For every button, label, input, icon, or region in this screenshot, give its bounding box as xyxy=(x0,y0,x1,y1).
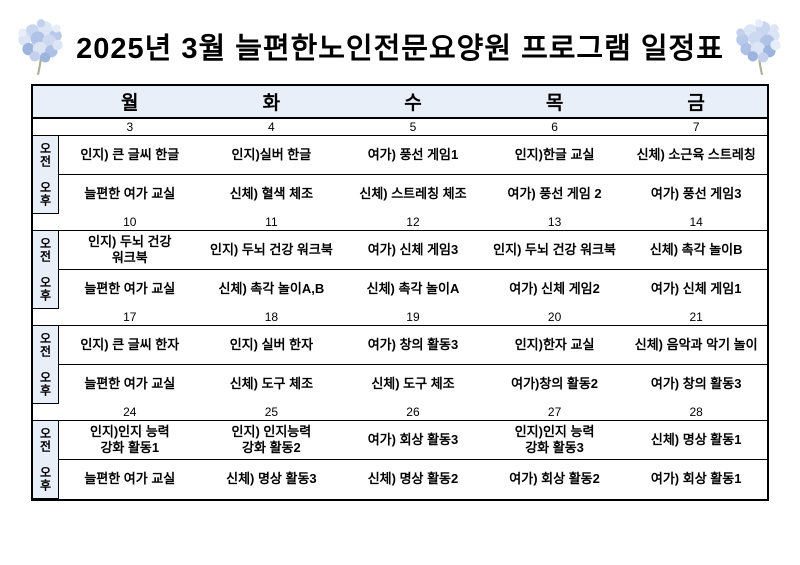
date-cell: 19 xyxy=(406,310,420,324)
header-spacer xyxy=(33,86,59,117)
activity-cell: 여가) 신체 게임2 xyxy=(509,281,600,297)
hydrangea-flower-icon xyxy=(18,19,63,76)
date-row-week2: 10 11 12 13 14 xyxy=(33,214,767,231)
date-cell: 3 xyxy=(126,120,134,134)
row-label-afternoon: 오후 xyxy=(33,365,59,404)
date-spacer xyxy=(33,214,59,230)
row-label-morning: 오전 xyxy=(33,326,59,366)
activity-cell: 늘편한 여가 교실 xyxy=(84,281,176,297)
date-cell: 10 xyxy=(123,215,137,229)
activity-cell: 신체) 촉각 놀이A,B xyxy=(218,281,325,297)
activity-cell: 신체) 도구 체조 xyxy=(229,376,314,392)
date-cell: 24 xyxy=(123,405,137,419)
afternoon-row-week1: 오후 늘편한 여가 교실 신체) 혈색 체조 신체) 스트레칭 체조 여가) 풍… xyxy=(33,175,767,214)
date-row-week1: 3 4 5 6 7 xyxy=(33,119,767,136)
activity-cell: 신체) 촉각 놀이B xyxy=(649,241,743,257)
activity-cell: 인지) 큰 글씨 한자 xyxy=(80,336,180,352)
date-spacer xyxy=(33,119,59,135)
row-label-afternoon: 오후 xyxy=(33,460,59,499)
date-row-week4: 24 25 26 27 28 xyxy=(33,404,767,421)
hydrangea-flower-icon xyxy=(736,19,781,76)
date-cell: 13 xyxy=(547,215,562,229)
morning-row-week1: 오전 인지) 큰 글씨 한글 인지)실버 한글 여가) 풍선 게임1 인지)한글… xyxy=(33,136,767,176)
date-cell: 25 xyxy=(264,405,279,419)
activity-cell: 여가) 풍선 게임 2 xyxy=(507,186,602,202)
weekday-header-thu: 목 xyxy=(545,93,564,114)
schedule-table: 월 화 수 목 금 3 4 5 6 7 오전 인지) 큰 글씨 한글 인지)실버… xyxy=(31,84,769,501)
activity-cell: 여가) 회상 활동1 xyxy=(650,471,742,487)
activity-cell: 늘편한 여가 교실 xyxy=(84,471,176,487)
activity-cell: 여가) 풍선 게임3 xyxy=(650,186,742,202)
activity-cell: 인지)한자 교실 xyxy=(514,336,595,352)
date-cell: 4 xyxy=(268,120,275,134)
morning-row-week4: 오전 인지)인지 능력 강화 활동1 인지) 인지능력 강화 활동2 여가) 회… xyxy=(33,421,767,461)
row-label-afternoon: 오후 xyxy=(33,270,59,309)
date-cell: 12 xyxy=(406,215,420,229)
row-label-afternoon: 오후 xyxy=(33,175,59,214)
activity-cell: 신체) 혈색 체조 xyxy=(229,186,314,202)
date-cell: 18 xyxy=(264,310,279,324)
activity-cell: 인지)한글 교실 xyxy=(514,146,595,162)
weekday-header-mon: 월 xyxy=(121,93,139,114)
activity-cell: 늘편한 여가 교실 xyxy=(84,376,176,392)
row-label-morning: 오전 xyxy=(33,421,59,461)
date-cell: 7 xyxy=(692,120,700,134)
activity-cell: 여가)창의 활동2 xyxy=(511,376,599,392)
date-cell: 6 xyxy=(551,120,558,134)
date-row-week3: 17 18 19 20 21 xyxy=(33,309,767,326)
morning-row-week3: 오전 인지) 큰 글씨 한자 인지) 실버 한자 여가) 창의 활동3 인지)한… xyxy=(33,326,767,366)
morning-row-week2: 오전 인지) 두뇌 건강 워크북 인지) 두뇌 건강 워크북 여가) 신체 게임… xyxy=(33,231,767,271)
activity-cell: 인지)인지 능력 강화 활동3 xyxy=(514,423,595,455)
activity-cell: 인지) 인지능력 강화 활동2 xyxy=(231,423,312,455)
activity-cell: 여가) 창의 활동3 xyxy=(367,336,459,352)
activity-cell: 신체) 명상 활동3 xyxy=(226,471,317,487)
title-bar: 2025년 3월 늘편한노인전문요양원 프로그램 일정표 xyxy=(0,0,800,82)
date-cell: 5 xyxy=(409,120,417,134)
weekday-header-wed: 수 xyxy=(404,93,422,114)
row-label-morning: 오전 xyxy=(33,136,59,176)
activity-cell: 여가) 회상 활동3 xyxy=(367,431,459,447)
activity-cell: 신체) 촉각 놀이A xyxy=(366,281,460,297)
afternoon-row-week2: 오후 늘편한 여가 교실 신체) 촉각 놀이A,B 신체) 촉각 놀이A 여가)… xyxy=(33,270,767,309)
date-cell: 27 xyxy=(547,405,562,419)
date-spacer xyxy=(33,309,59,325)
activity-cell: 여가) 회상 활동2 xyxy=(509,471,600,487)
weekday-header-row: 월 화 수 목 금 xyxy=(33,86,767,119)
activity-cell: 신체) 소근육 스트레칭 xyxy=(636,146,756,162)
activity-cell: 인지) 두뇌 건강 워크북 xyxy=(209,241,333,257)
activity-cell: 신체) 명상 활동2 xyxy=(367,471,459,487)
date-cell: 11 xyxy=(265,215,278,229)
date-cell: 21 xyxy=(689,310,703,324)
date-cell: 26 xyxy=(406,405,420,419)
activity-cell: 여가) 신체 게임1 xyxy=(650,281,742,297)
afternoon-row-week4: 오후 늘편한 여가 교실 신체) 명상 활동3 신체) 명상 활동2 여가) 회… xyxy=(33,460,767,499)
activity-cell: 여가) 풍선 게임1 xyxy=(367,146,459,162)
activity-cell: 신체) 도구 체조 xyxy=(371,376,455,392)
row-label-morning: 오전 xyxy=(33,231,59,271)
date-cell: 14 xyxy=(689,215,703,229)
activity-cell: 신체) 음악과 악기 놀이 xyxy=(634,336,758,352)
afternoon-row-week3: 오후 늘편한 여가 교실 신체) 도구 체조 신체) 도구 체조 여가)창의 활… xyxy=(33,365,767,404)
activity-cell: 늘편한 여가 교실 xyxy=(84,186,176,202)
activity-cell: 인지) 두뇌 건강 워크북 xyxy=(493,241,616,257)
activity-cell: 인지)인지 능력 강화 활동1 xyxy=(89,423,170,455)
date-cell: 20 xyxy=(547,310,562,324)
activity-cell: 인지) 실버 한자 xyxy=(229,336,314,352)
activity-cell: 인지) 두뇌 건강 워크북 xyxy=(88,233,172,265)
activity-cell: 여가) 창의 활동3 xyxy=(650,376,742,392)
activity-cell: 여가) 신체 게임3 xyxy=(367,241,459,257)
activity-cell: 신체) 스트레칭 체조 xyxy=(359,186,467,202)
activity-cell: 인지)실버 한글 xyxy=(231,146,312,162)
weekday-header-tue: 화 xyxy=(262,93,281,114)
weekday-header-fri: 금 xyxy=(687,93,705,114)
activity-cell: 인지) 큰 글씨 한글 xyxy=(80,146,180,162)
date-cell: 28 xyxy=(689,405,703,419)
date-cell: 17 xyxy=(123,310,137,324)
activity-cell: 신체) 명상 활동1 xyxy=(650,431,742,447)
page-title: 2025년 3월 늘편한노인전문요양원 프로그램 일정표 xyxy=(76,33,724,65)
date-spacer xyxy=(33,404,59,420)
